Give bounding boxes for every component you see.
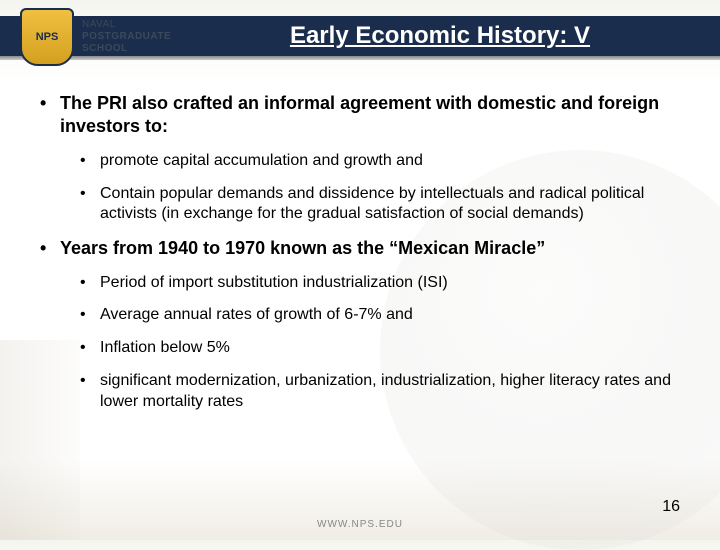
bullet-text: Years from 1940 to 1970 known as the “Me… [60, 238, 545, 258]
bullet-list: The PRI also crafted an informal agreeme… [40, 92, 680, 413]
list-item: Period of import substitution industrial… [80, 273, 680, 294]
slide-content: The PRI also crafted an informal agreeme… [0, 72, 720, 413]
list-item: Years from 1940 to 1970 known as the “Me… [40, 237, 680, 412]
sub-list: Period of import substitution industrial… [60, 273, 680, 413]
bullet-text: Period of import substitution industrial… [100, 274, 448, 291]
list-item: significant modernization, urbanization,… [80, 371, 680, 413]
bullet-text: promote capital accumulation and growth … [100, 152, 423, 169]
logo-text: NAVAL POSTGRADUATE SCHOOL [82, 19, 171, 55]
bullet-text: Average annual rates of growth of 6-7% a… [100, 306, 413, 323]
page-number: 16 [662, 498, 680, 516]
logo-line1: NAVAL [82, 19, 171, 31]
list-item: Contain popular demands and dissidence b… [80, 184, 680, 226]
footer-url: WWW.NPS.EDU [317, 519, 403, 530]
list-item: Inflation below 5% [80, 338, 680, 359]
bullet-text: Contain popular demands and dissidence b… [100, 185, 644, 223]
slide-header: NAVAL POSTGRADUATE SCHOOL Early Economic… [0, 0, 720, 72]
list-item: promote capital accumulation and growth … [80, 151, 680, 172]
bullet-text: Inflation below 5% [100, 339, 230, 356]
bullet-text: The PRI also crafted an informal agreeme… [60, 93, 659, 136]
list-item: Average annual rates of growth of 6-7% a… [80, 305, 680, 326]
slide-title: Early Economic History: V [290, 22, 590, 50]
logo-line3: SCHOOL [82, 43, 171, 55]
list-item: The PRI also crafted an informal agreeme… [40, 92, 680, 225]
logo-area: NAVAL POSTGRADUATE SCHOOL [20, 8, 171, 66]
logo-line2: POSTGRADUATE [82, 31, 171, 43]
bullet-text: significant modernization, urbanization,… [100, 372, 671, 410]
sub-list: promote capital accumulation and growth … [60, 151, 680, 225]
nps-shield-icon [20, 8, 74, 66]
